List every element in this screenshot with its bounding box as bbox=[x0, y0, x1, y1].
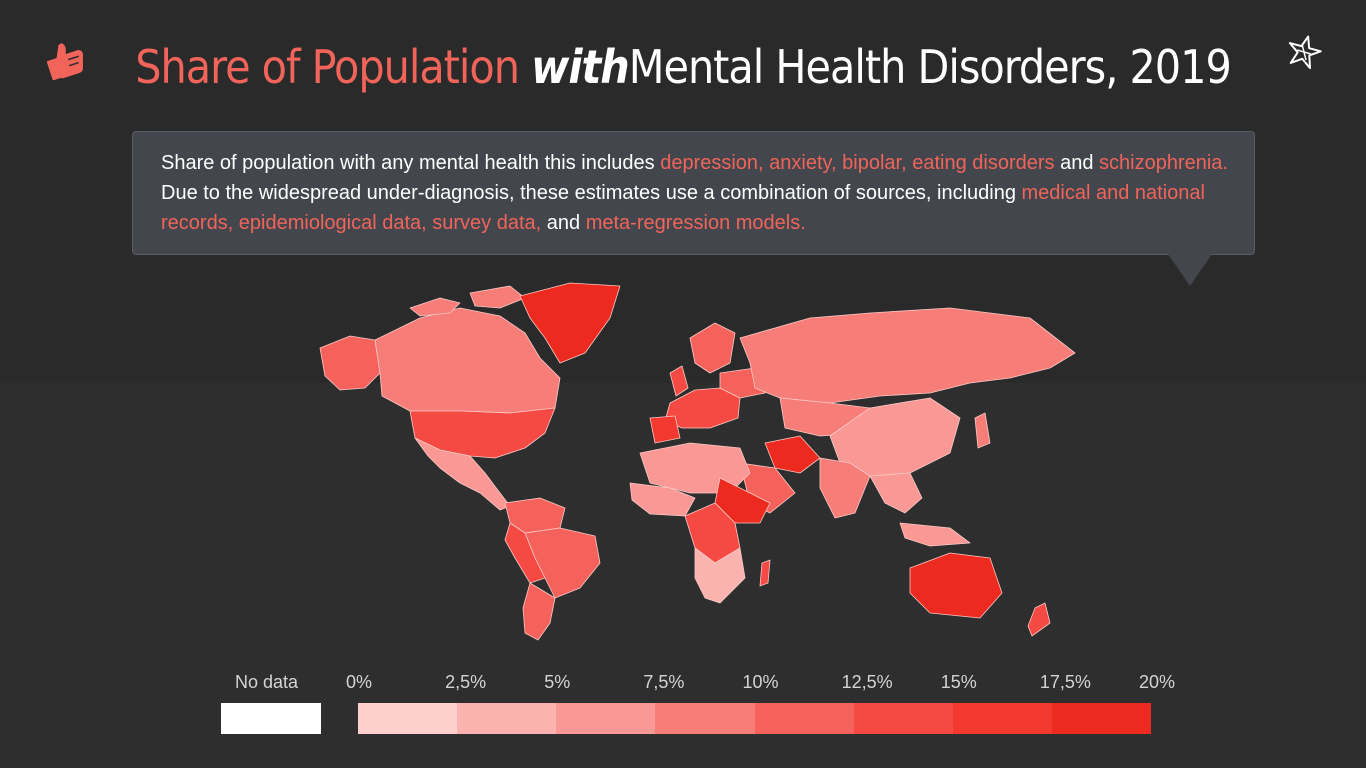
description-callout: Share of population with any mental heal… bbox=[132, 131, 1255, 255]
map-region-australia bbox=[909, 552, 1003, 619]
map-region-iran bbox=[764, 435, 821, 474]
callout-pointer bbox=[1168, 254, 1212, 286]
description-segment: and bbox=[541, 212, 586, 234]
legend-tick-label: 7,5% bbox=[643, 672, 685, 692]
map-region-arctic-islands bbox=[409, 285, 526, 317]
description-highlight: meta-regression models. bbox=[585, 212, 806, 234]
legend-color-bin bbox=[556, 703, 656, 734]
map-region-scandinavia bbox=[689, 322, 736, 374]
map-region-southern-africa bbox=[694, 547, 746, 604]
map-region-japan bbox=[974, 412, 991, 449]
legend-color-scale bbox=[358, 703, 1151, 734]
map-region-russia bbox=[739, 307, 1076, 404]
description-highlight: medical and national records, epidemiolo… bbox=[161, 182, 1205, 234]
description-highlight: schizophrenia. bbox=[1099, 152, 1228, 174]
world-choropleth-map bbox=[319, 282, 1076, 641]
map-region-canada bbox=[374, 307, 561, 414]
legend-color-bin bbox=[655, 703, 755, 734]
map-region-mexico bbox=[414, 437, 511, 511]
star-icon bbox=[1288, 35, 1322, 70]
title-rest: Mental Health Disorders, 2019 bbox=[628, 40, 1232, 94]
description-highlight: depression, anxiety, bipolar, eating dis… bbox=[660, 152, 1055, 174]
title-italic: with bbox=[531, 40, 630, 94]
legend-tick-label: 2,5% bbox=[445, 672, 487, 692]
map-region-india bbox=[819, 457, 871, 519]
legend-color-bin bbox=[457, 703, 557, 734]
map-region-southeast-asia bbox=[869, 472, 971, 547]
legend-color-bin bbox=[853, 703, 953, 734]
legend-color-bin bbox=[754, 703, 854, 734]
map-region-alaska bbox=[319, 335, 381, 391]
legend-tick-label: 0% bbox=[346, 672, 373, 692]
legend-color-bin bbox=[358, 703, 458, 734]
legend-tick-label: 5% bbox=[544, 672, 571, 692]
description-segment: Share of population with any mental heal… bbox=[161, 152, 661, 174]
thumbs-up-icon bbox=[46, 43, 84, 80]
legend-tick-label: 10% bbox=[742, 672, 779, 692]
legend-color-bin bbox=[952, 703, 1052, 734]
description-text: Share of population with any mental heal… bbox=[161, 148, 1241, 238]
title-highlight: Share of Population bbox=[135, 40, 520, 94]
legend-tick-label: 20% bbox=[1139, 672, 1176, 692]
legend-no-data-label: No data bbox=[235, 672, 299, 692]
legend-tick-label: 17,5% bbox=[1039, 672, 1091, 692]
page-title: Share of Population withMental Health Di… bbox=[0, 40, 1366, 94]
legend-tick-label: 15% bbox=[940, 672, 977, 692]
legend-no-data-swatch bbox=[221, 703, 321, 734]
map-region-argentina-chile bbox=[522, 582, 556, 641]
map-region-peru-bolivia bbox=[504, 522, 546, 584]
legend-color-bin bbox=[1051, 703, 1151, 734]
map-region-iberia bbox=[649, 415, 681, 444]
map-region-new-zealand bbox=[1027, 602, 1051, 637]
legend-tick-label: 12,5% bbox=[841, 672, 893, 692]
map-region-madagascar bbox=[759, 559, 771, 587]
map-region-greenland bbox=[519, 282, 621, 364]
description-segment: Due to the widespread under-diagnosis, t… bbox=[161, 182, 1022, 204]
description-segment: and bbox=[1054, 152, 1099, 174]
map-region-uk bbox=[669, 365, 689, 397]
